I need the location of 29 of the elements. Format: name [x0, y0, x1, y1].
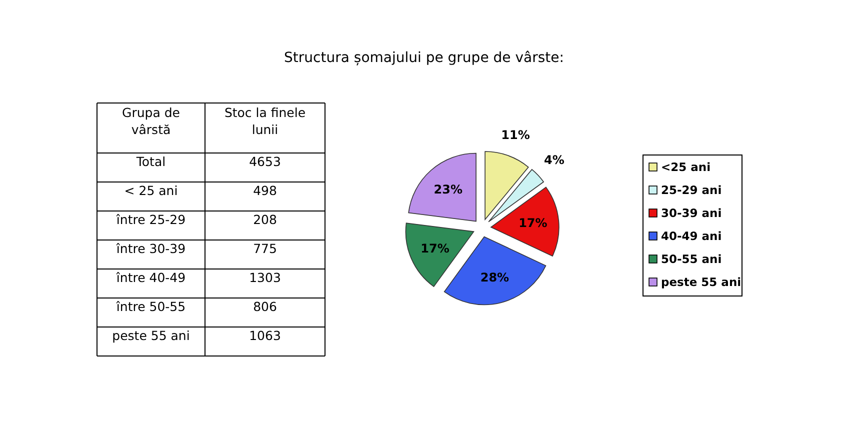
data-label: 17%: [420, 241, 450, 256]
legend-label: 30-39 ani: [661, 206, 722, 220]
legend-label: peste 55 ani: [661, 275, 742, 289]
legend-label: 50-55 ani: [661, 252, 722, 266]
data-label: 4%: [544, 153, 564, 168]
text: Stoc la finele lunii: [224, 105, 306, 137]
text: 208: [253, 212, 277, 227]
text: 4653: [249, 154, 281, 169]
data-label: 23%: [434, 182, 463, 197]
text: peste 55 ani: [112, 328, 190, 343]
legend-label: 40-49 ani: [661, 229, 722, 243]
data-label: 17%: [518, 216, 548, 230]
data-label: 28%: [480, 270, 510, 285]
text: între 40-49: [115, 270, 186, 285]
text: 806: [253, 299, 277, 314]
legend-label: <25 ani: [661, 160, 711, 174]
text: 498: [253, 183, 277, 198]
legend-label: 25-29 ani: [661, 183, 722, 197]
text: Total: [135, 154, 166, 169]
text: între 50-55: [115, 299, 186, 314]
text: între 25-29: [115, 212, 186, 227]
text: < 25 ani: [124, 183, 178, 198]
data-label: 11%: [501, 128, 530, 142]
text: 1303: [249, 270, 281, 285]
text: Grupa de vârstă: [122, 105, 180, 137]
chart-title: Structura șomajului pe grupe de vârste:: [284, 50, 564, 66]
text: 1063: [249, 328, 281, 343]
text: 775: [253, 241, 277, 256]
text: între 30-39: [115, 241, 186, 256]
